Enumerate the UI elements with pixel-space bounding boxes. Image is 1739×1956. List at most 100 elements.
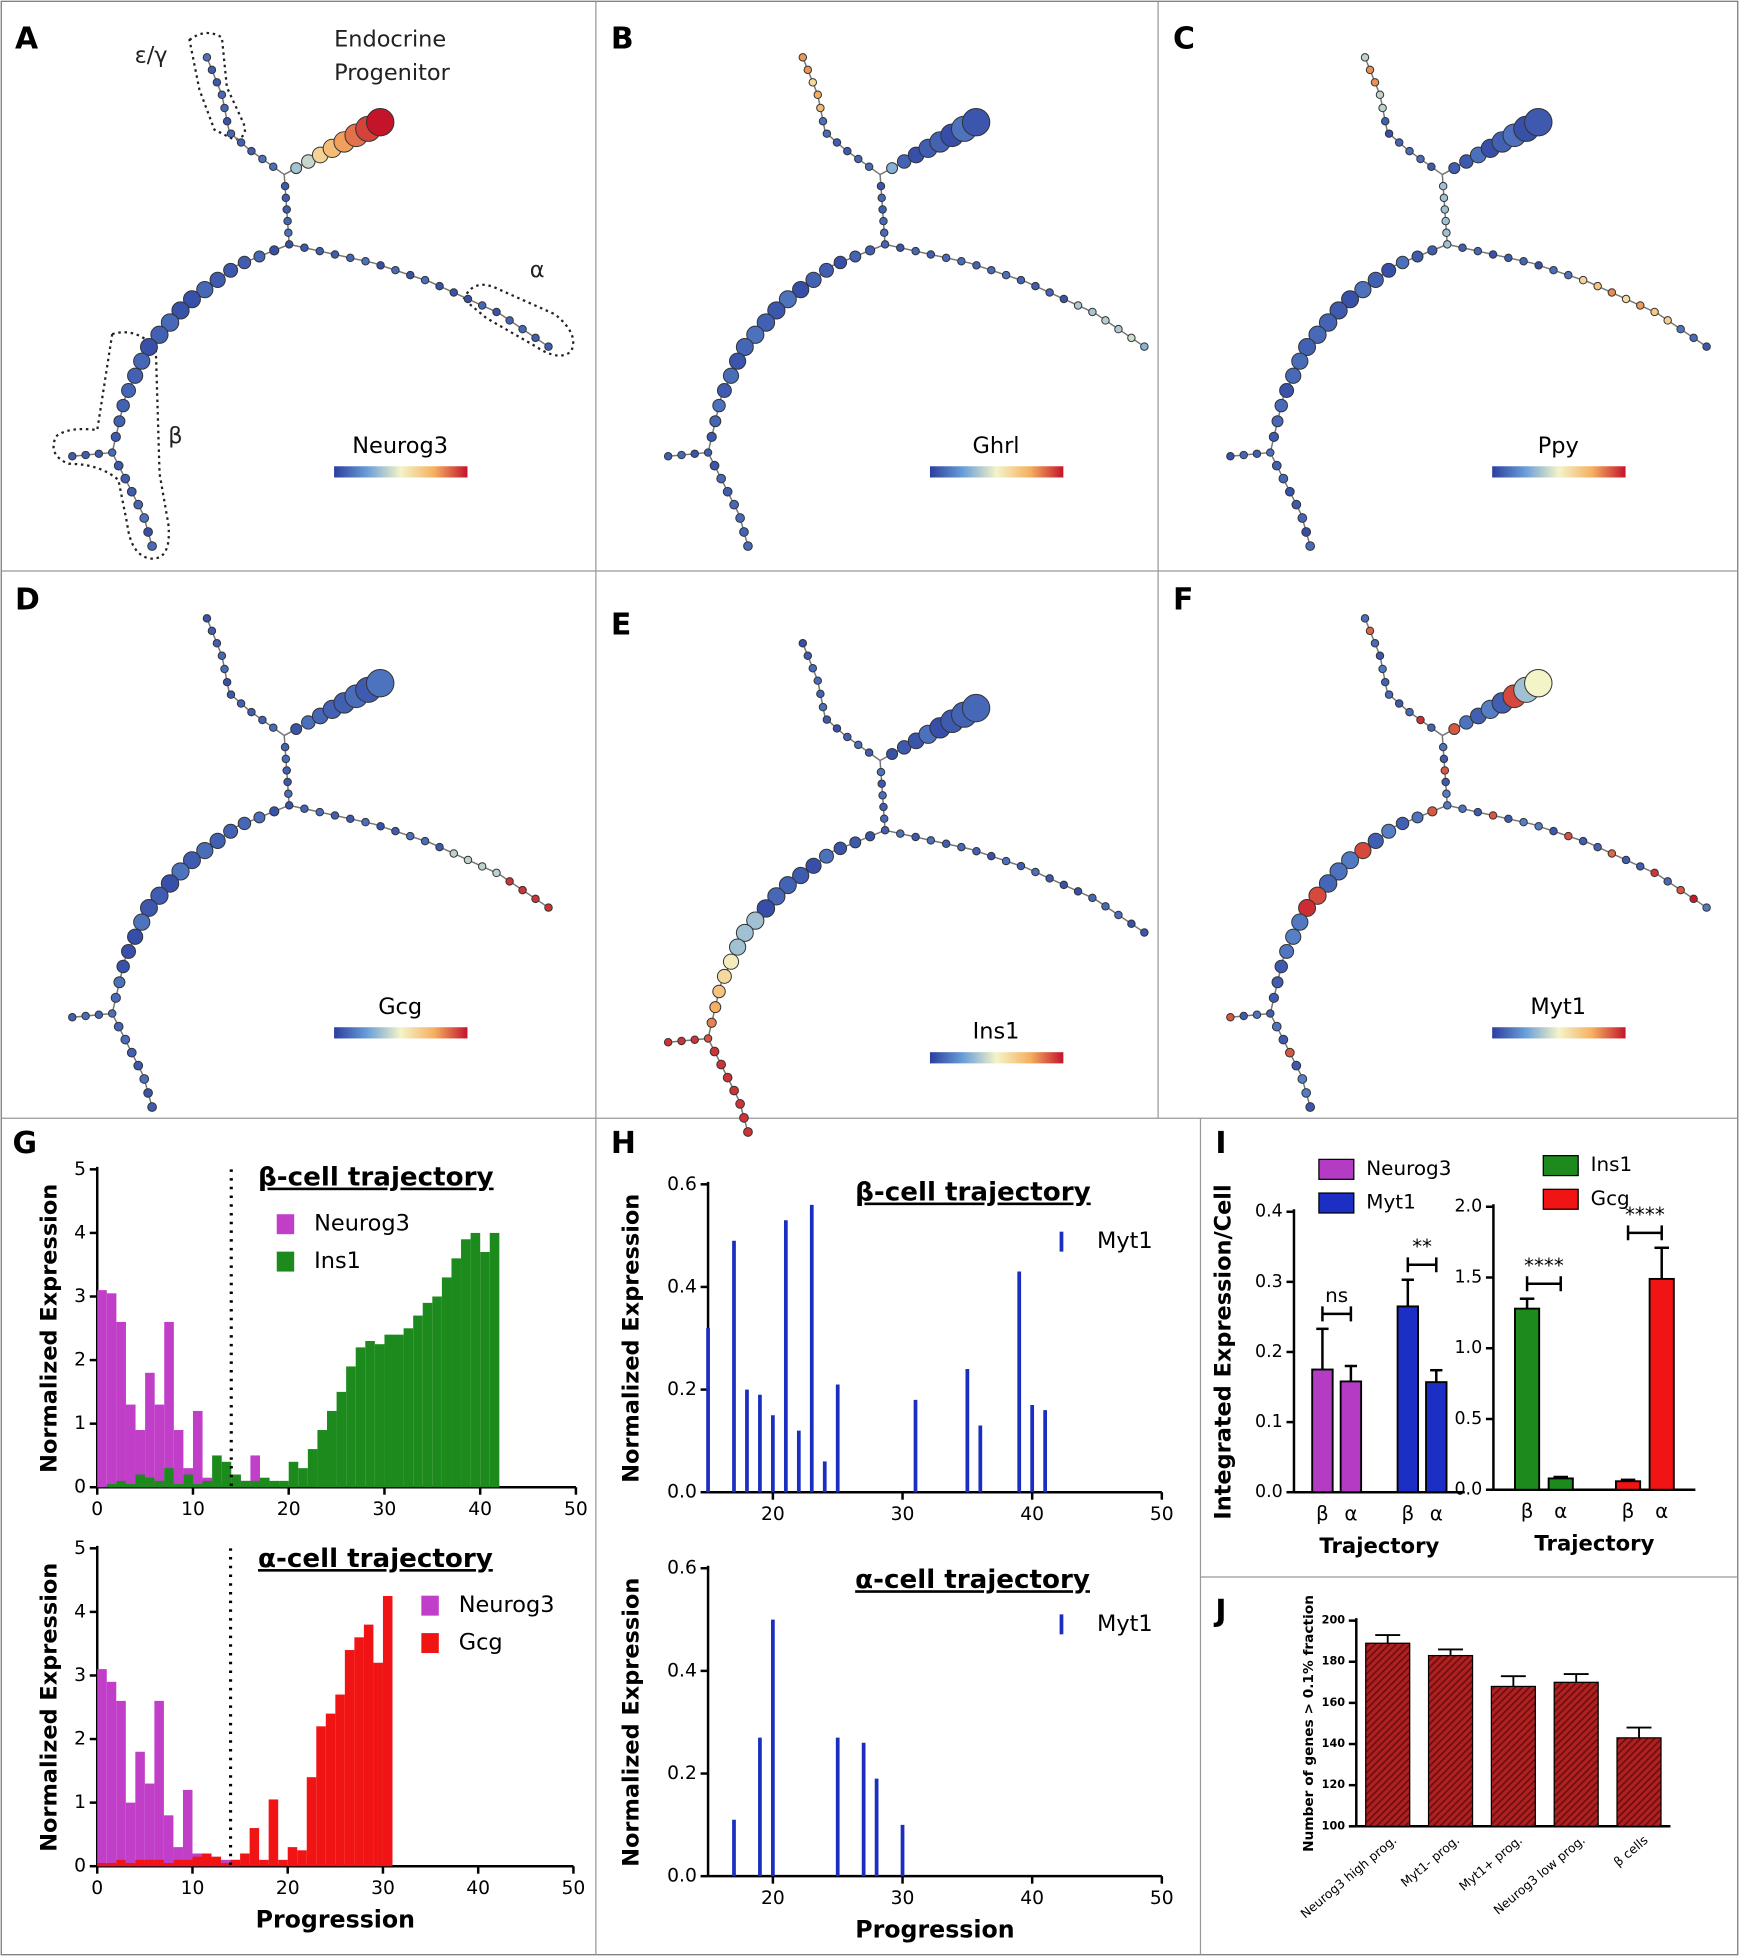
trajectory-node [1271,1021,1282,1032]
trajectory-node [1252,449,1262,459]
bar [287,1847,298,1867]
trajectory-node [237,255,252,270]
trajectory-node [222,116,232,126]
trajectory-node [803,651,813,660]
trajectory-node [207,65,217,75]
trajectory-node [1504,814,1513,824]
trajectory-node [477,301,487,310]
trajectory-node [505,316,514,325]
trajectory-node [283,216,292,226]
annotations: ε/γ Endocrine Progenitor α β [135,26,545,448]
category-label: α [1554,1499,1567,1523]
bar [135,1859,145,1867]
x-tick-label: 0 [91,1499,103,1520]
trajectory-node [1427,723,1436,732]
panel-label: J [1213,1593,1226,1628]
trajectory-node [1252,1010,1262,1020]
bar [403,1328,414,1488]
y-tick-label: 0 [74,1477,86,1498]
bar [125,1484,136,1488]
trajectory-node [544,903,553,912]
bar [135,1430,146,1488]
trajectory-node [449,849,458,858]
trajectory-panel: F Myt1 [1173,582,1711,1112]
bar [173,1430,184,1488]
bar [106,1681,117,1867]
trajectory-node [1266,1009,1275,1018]
bar [279,1480,289,1488]
trajectory-node [406,831,415,841]
trajectory-node [865,245,876,256]
colorbar [334,466,468,478]
trajectory-node [1268,992,1280,1003]
bar [116,1859,126,1867]
significance-label: **** [1625,1202,1665,1226]
bar [154,1859,164,1867]
trajectory-node [226,129,236,138]
trajectory-node [1318,313,1338,332]
bar [192,1484,203,1488]
trajectory-node [107,448,117,457]
y-tick-label: 1 [74,1413,86,1434]
trajectory-node [1016,861,1026,871]
trajectory-node [171,862,190,881]
bar [173,1847,183,1867]
y-tick-label: 180 [1322,1655,1346,1668]
trajectory-node [735,923,754,942]
trajectory-node [1621,294,1631,304]
trajectory-node [1636,301,1645,310]
trajectory-node [1226,1013,1235,1022]
trajectory-node [282,205,291,214]
bar [327,1410,337,1488]
trajectory-node [813,90,823,100]
trajectory-node [290,162,303,175]
legend-label: Myt1 [1097,1611,1153,1637]
trajectory-node [722,486,733,497]
chart-title: α-cell trajectory [855,1565,1090,1595]
bar [394,1334,404,1488]
trajectory-node [126,486,137,497]
trajectory-node [68,1013,77,1022]
bar [106,1293,117,1488]
cluster-outlines [52,31,575,560]
trajectory-node [113,460,124,471]
trajectory-node [269,723,278,732]
bar [1514,1307,1541,1491]
trajectory-node [878,791,887,800]
trajectory-node [712,984,726,999]
trajectory-node [1438,181,1448,191]
x-tick-label: 40 [1020,1888,1044,1909]
category-label: β cells [1611,1832,1651,1869]
bar [230,1859,241,1867]
bar [116,1700,126,1867]
trajectory-node [1702,903,1711,912]
trajectory-node [376,261,385,270]
trajectory-node [739,1113,749,1123]
trajectory-node [406,270,415,280]
bar [1425,1381,1448,1494]
x-tick-label: 10 [181,1878,205,1899]
trajectory-node [223,262,239,278]
trajectory-node [226,690,236,699]
trajectory-node [1381,262,1397,278]
trajectory-node [1271,976,1284,989]
category-label: β [1401,1501,1414,1525]
legend-label: Neurog3 [459,1592,555,1618]
bar [1365,1642,1411,1827]
trajectory-node [237,816,252,831]
bar [182,1859,193,1867]
legend-label: Ins1 [1591,1152,1633,1176]
trajectory-node [876,181,886,191]
trajectory-node [518,885,527,895]
trajectory-node [1308,886,1327,905]
trajectory-edge [206,57,285,176]
y-tick-label: 160 [1322,1696,1346,1709]
y-axis-label: Normalized Expression [619,1194,645,1483]
bar [470,1232,481,1488]
trajectory-node [202,53,212,62]
trajectory-node [281,193,291,203]
trajectory-node [330,250,340,259]
x-tick-label: 40 [468,1499,492,1520]
bar [144,1859,155,1867]
